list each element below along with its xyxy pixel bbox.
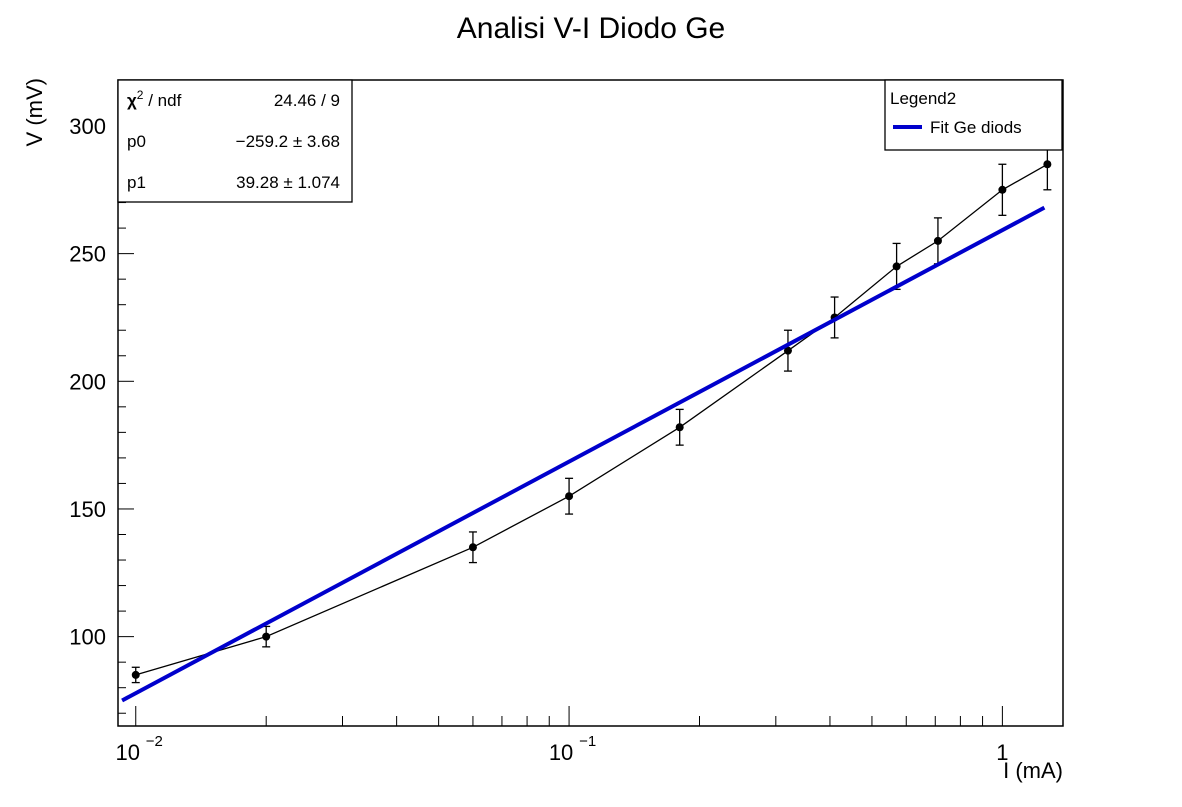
x-tick-label: 10 — [116, 740, 140, 765]
y-tick-label: 150 — [69, 497, 106, 522]
data-point — [1043, 160, 1052, 169]
legend-frame — [884, 79, 1063, 151]
data-point — [675, 423, 684, 432]
x-tick-labels: 10 −2 10 −1 1 — [116, 733, 1009, 765]
chart-title: Analisi V-I Diodo Ge — [457, 12, 725, 45]
stats-label: p0 — [127, 132, 146, 151]
y-tick-label: 300 — [69, 114, 106, 139]
y-tick-label: 250 — [69, 242, 106, 267]
legend: Legend2 Fit Ge diods — [884, 79, 1063, 151]
x-tick-label: 1 — [996, 740, 1008, 765]
data-point — [468, 543, 477, 552]
data-point — [783, 346, 792, 355]
stats-value: −259.2 ± 3.68 — [236, 132, 340, 151]
stats-label: p1 — [127, 173, 146, 192]
data-point — [131, 670, 140, 679]
plot-frame — [117, 79, 1064, 727]
data-point — [565, 492, 574, 501]
y-tick-label: 100 — [69, 625, 106, 650]
stats-label: χ2 / ndf — [127, 88, 182, 110]
data-point — [998, 185, 1007, 194]
data-series-line — [135, 163, 1048, 676]
data-point — [933, 236, 942, 245]
fit-line — [121, 205, 1046, 703]
stats-box-frame — [117, 79, 353, 203]
stats-value: 39.28 ± 1.074 — [236, 173, 340, 192]
y-axis-label: V (mV) — [22, 78, 47, 146]
data-point — [262, 632, 271, 641]
x-tick-exponent: −2 — [146, 733, 163, 750]
x-tick-exponent: −1 — [579, 733, 596, 750]
data-point — [892, 262, 901, 271]
x-axis-label: I (mA) — [1003, 758, 1063, 783]
legend-title: Legend2 — [890, 89, 956, 108]
x-tick-label: 10 — [549, 740, 573, 765]
data-layer — [121, 138, 1052, 703]
stats-value: 24.46 / 9 — [274, 91, 340, 110]
stats-box: χ2 / ndf 24.46 / 9 p0 −259.2 ± 3.68 p1 39.28 … — [117, 79, 353, 203]
y-tick-label: 200 — [69, 369, 106, 394]
legend-entry-label: Fit Ge diods — [930, 118, 1022, 137]
y-tick-labels: 100 150 200 250 300 — [69, 114, 106, 650]
